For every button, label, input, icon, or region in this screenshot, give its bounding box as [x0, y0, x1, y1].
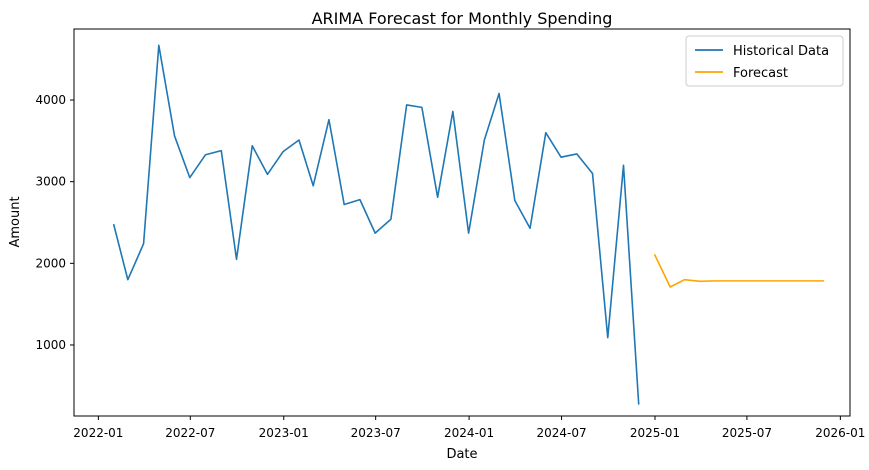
x-tick-label: 2022-01	[73, 426, 123, 440]
x-tick-label: 2025-01	[630, 426, 680, 440]
x-axis-ticks: 2022-01 2022-07 2023-01 2023-07 2024-01 2024-…	[73, 416, 865, 440]
y-axis-label: Amount	[8, 196, 23, 247]
legend-label: Historical Data	[733, 44, 829, 59]
plot-frame	[73, 28, 851, 417]
chart-title: ARIMA Forecast for Monthly Spending	[312, 9, 613, 28]
y-axis-ticks: 1000 2000 3000 4000	[35, 93, 74, 352]
x-tick-label: 2026-01	[815, 426, 865, 440]
legend-box	[685, 35, 844, 87]
x-tick-label: 2024-01	[444, 426, 494, 440]
x-tick-label: 2022-07	[165, 426, 215, 440]
x-tick-label: 2023-01	[259, 426, 309, 440]
y-tick-label: 1000	[35, 338, 66, 352]
series-line-historical	[112, 44, 640, 405]
y-tick-label: 2000	[35, 256, 66, 270]
legend-label: Forecast	[733, 66, 788, 81]
x-tick-label: 2023-07	[351, 426, 401, 440]
series-layer	[112, 44, 825, 405]
legend: Historical Data Forecast	[685, 35, 844, 87]
x-axis-label: Date	[446, 447, 477, 462]
y-tick-label: 3000	[35, 175, 66, 189]
y-tick-label: 4000	[35, 93, 66, 107]
x-tick-label: 2025-07	[722, 426, 772, 440]
series-line-forecast	[653, 253, 825, 288]
x-tick-label: 2024-07	[536, 426, 586, 440]
